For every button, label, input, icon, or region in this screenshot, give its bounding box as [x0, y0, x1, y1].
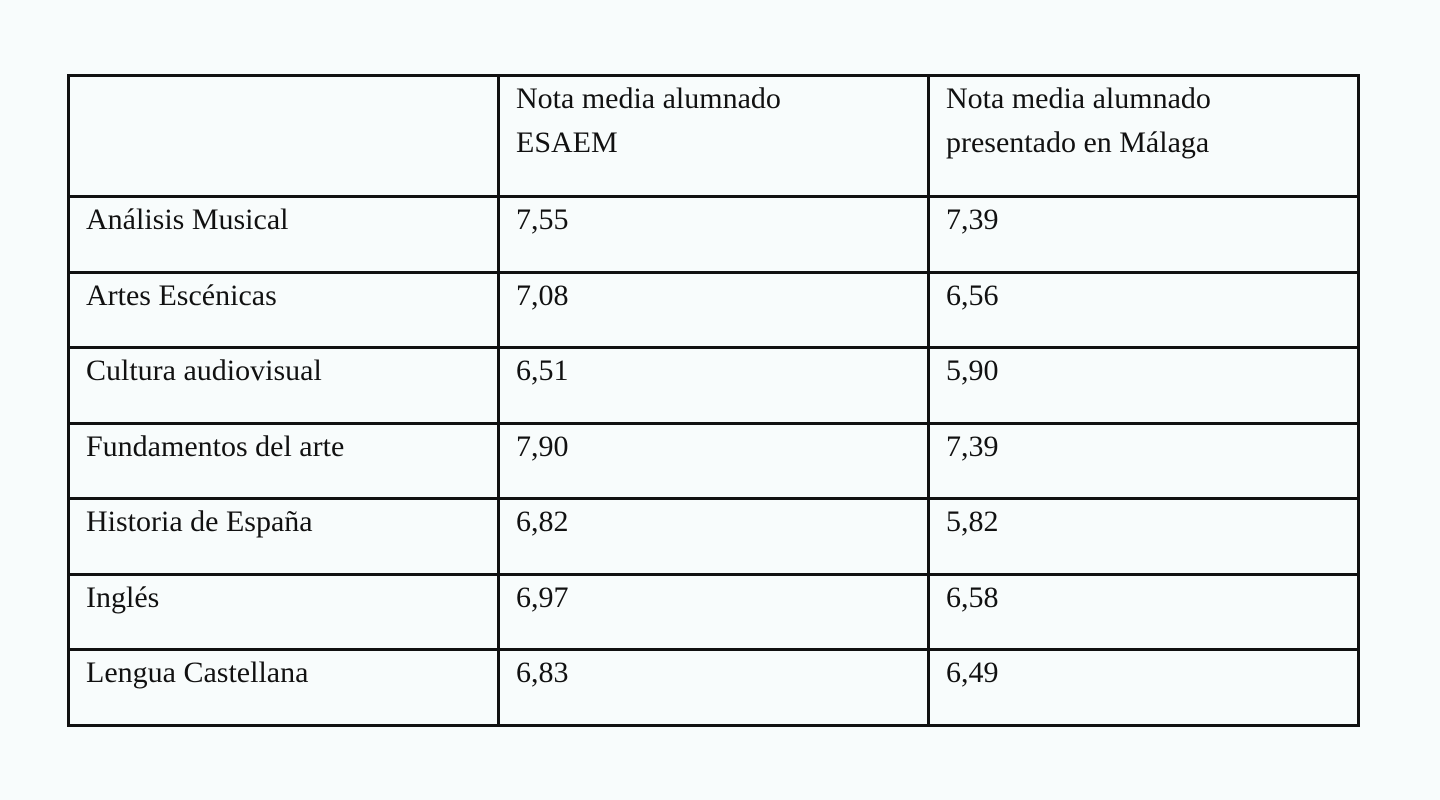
- grade-cell: 7,08: [497, 270, 930, 349]
- table-row: Fundamentos del arte 7,90 7,39: [67, 421, 1360, 500]
- table-row: Cultura audiovisual 6,51 5,90: [67, 346, 1360, 425]
- grade-cell: 6,51: [497, 346, 930, 425]
- grade-cell: 7,90: [497, 421, 930, 500]
- grade-cell: 6,83: [497, 648, 930, 727]
- grade-cell: 6,56: [927, 270, 1360, 349]
- header-cell: Nota media alumnado presentado en Málaga: [927, 74, 1360, 198]
- grade-cell: 7,39: [927, 421, 1360, 500]
- table-row: Historia de España 6,82 5,82: [67, 497, 1360, 576]
- header-cell: [67, 74, 500, 198]
- subject-cell: Lengua Castellana: [67, 648, 500, 727]
- header-text: Nota media alumnado ESAEM: [516, 82, 781, 159]
- subject-cell: Inglés: [67, 572, 500, 651]
- grade-cell: 6,49: [927, 648, 1360, 727]
- subject-cell: Historia de España: [67, 497, 500, 576]
- grades-table: Nota media alumnado ESAEM Nota media alu…: [67, 74, 1360, 727]
- grade-cell: 5,90: [927, 346, 1360, 425]
- grade-cell: 7,39: [927, 195, 1360, 274]
- grade-cell: 6,97: [497, 572, 930, 651]
- header-cell: Nota media alumnado ESAEM: [497, 74, 930, 198]
- table-row: Artes Escénicas 7,08 6,56: [67, 270, 1360, 349]
- table-row: Análisis Musical 7,55 7,39: [67, 195, 1360, 274]
- grade-cell: 5,82: [927, 497, 1360, 576]
- subject-cell: Fundamentos del arte: [67, 421, 500, 500]
- header-text: Nota media alumnado presentado en Málaga: [946, 82, 1211, 159]
- grade-cell: 7,55: [497, 195, 930, 274]
- grade-cell: 6,82: [497, 497, 930, 576]
- grade-cell: 6,58: [927, 572, 1360, 651]
- table-row: Lengua Castellana 6,83 6,49: [67, 648, 1360, 727]
- subject-cell: Análisis Musical: [67, 195, 500, 274]
- table-body: Nota media alumnado ESAEM Nota media alu…: [67, 74, 1360, 727]
- subject-cell: Cultura audiovisual: [67, 346, 500, 425]
- table-row: Inglés 6,97 6,58: [67, 572, 1360, 651]
- header-row: Nota media alumnado ESAEM Nota media alu…: [67, 74, 1360, 198]
- subject-cell: Artes Escénicas: [67, 270, 500, 349]
